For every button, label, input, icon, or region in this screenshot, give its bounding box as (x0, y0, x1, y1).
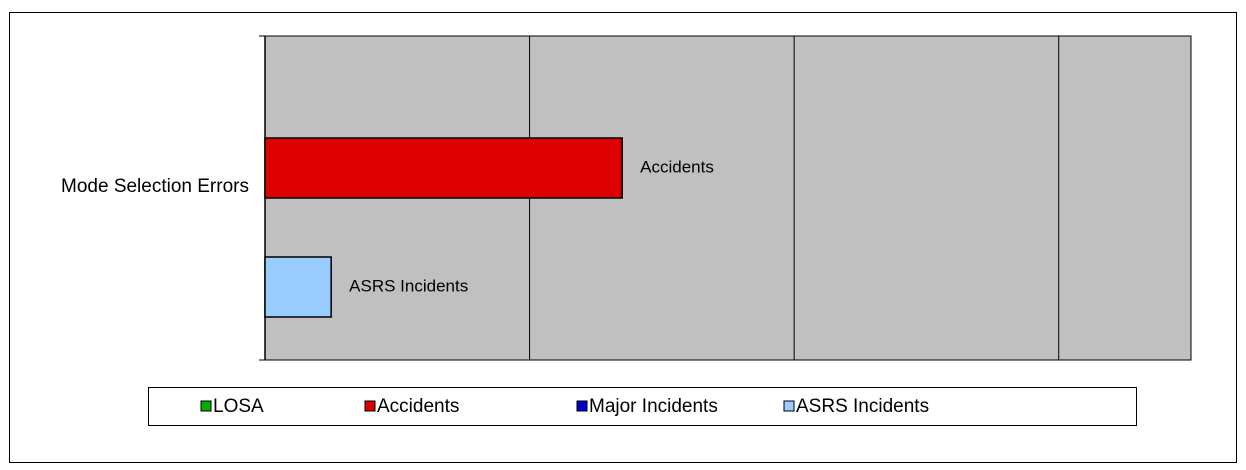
bar-label: Accidents (640, 157, 714, 176)
bar (264, 137, 623, 199)
legend-marker (364, 400, 376, 412)
bar (264, 256, 332, 318)
legend-marker (200, 400, 212, 412)
category-label: Mode Selection Errors (61, 176, 249, 197)
legend-label: LOSA (213, 396, 264, 417)
legend-box (148, 387, 1137, 426)
bar-label: ASRS Incidents (349, 276, 468, 295)
legend-marker (783, 400, 795, 412)
legend-label: Accidents (377, 396, 459, 417)
legend-marker (576, 400, 588, 412)
legend-label: Major Incidents (589, 396, 718, 417)
legend-label: ASRS Incidents (796, 396, 929, 417)
